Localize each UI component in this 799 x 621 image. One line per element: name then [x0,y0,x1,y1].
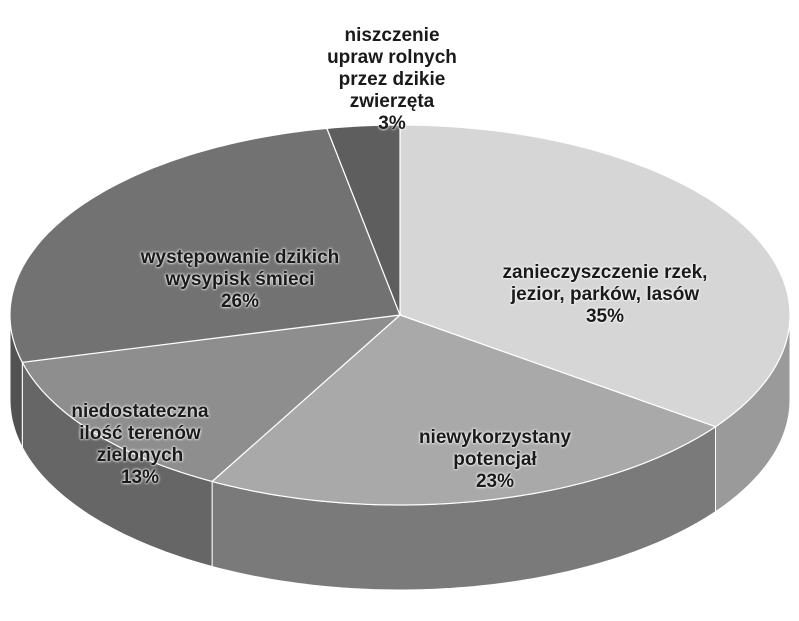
label-box: niszczenie upraw rolnych przez dzikie zw… [317,15,467,145]
category-label: niszczenie upraw rolnych przez dzikie zw… [327,25,457,112]
value-label: 23% [475,471,515,492]
category-label: niedostateczna ilość terenów zielonych [71,401,209,466]
value-label: 3% [378,113,406,134]
label-box: zanieczyszczenie rzek, jezior, parków, l… [495,230,715,360]
label-box: niedostateczna ilość terenów zielonych 13… [55,380,225,510]
value-label: 13% [120,467,160,488]
data-label: niszczenie upraw rolnych przez dzikie zw… [317,15,467,145]
slice [399,124,791,428]
data-label: zanieczyszczenie rzek, jezior, parków, l… [495,230,715,360]
slice [21,314,402,483]
category-label: niewykorzystany potencjał [418,427,572,470]
value-label: 35% [585,306,625,327]
value-label: 26% [220,291,260,312]
category-label: występowanie dzikich wysypisk śmieci [140,247,340,290]
category-label: zanieczyszczenie rzek, jezior, parków, l… [502,262,708,305]
label-box: niewykorzystany potencjał 23% [400,395,590,525]
slice [326,124,401,316]
slice [9,127,401,363]
label-box: występowanie dzikich wysypisk śmieci 26% [105,215,375,345]
slice [210,314,717,506]
data-label: niedostateczna ilość terenów zielonych13… [55,380,225,510]
